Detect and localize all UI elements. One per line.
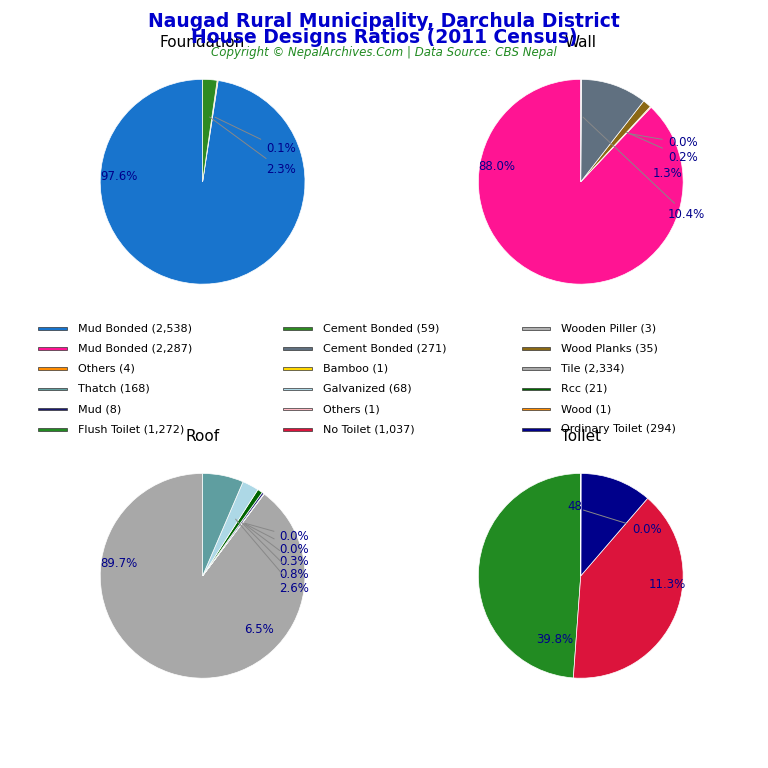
FancyBboxPatch shape xyxy=(283,347,312,349)
Wedge shape xyxy=(581,101,650,182)
Wedge shape xyxy=(581,79,644,182)
FancyBboxPatch shape xyxy=(283,408,312,410)
Text: 0.0%: 0.0% xyxy=(584,510,661,536)
Text: Cement Bonded (271): Cement Bonded (271) xyxy=(323,343,447,353)
Wedge shape xyxy=(581,473,647,576)
FancyBboxPatch shape xyxy=(38,347,67,349)
Text: Others (4): Others (4) xyxy=(78,364,134,374)
FancyBboxPatch shape xyxy=(283,367,312,370)
Wedge shape xyxy=(100,473,305,678)
Title: Roof: Roof xyxy=(186,429,220,444)
Wedge shape xyxy=(100,79,305,284)
FancyBboxPatch shape xyxy=(283,428,312,431)
Text: 89.7%: 89.7% xyxy=(100,557,137,570)
FancyBboxPatch shape xyxy=(521,367,550,370)
Text: 2.6%: 2.6% xyxy=(236,519,310,594)
Text: Tile (2,334): Tile (2,334) xyxy=(561,364,625,374)
Text: 0.2%: 0.2% xyxy=(627,132,697,164)
Text: Flush Toilet (1,272): Flush Toilet (1,272) xyxy=(78,424,184,434)
Text: 0.8%: 0.8% xyxy=(242,523,309,581)
Wedge shape xyxy=(478,79,684,284)
Text: House Designs Ratios (2011 Census): House Designs Ratios (2011 Census) xyxy=(190,28,578,48)
FancyBboxPatch shape xyxy=(38,408,67,410)
Wedge shape xyxy=(574,498,684,678)
Text: 6.5%: 6.5% xyxy=(244,623,274,636)
Text: 0.0%: 0.0% xyxy=(245,523,309,544)
FancyBboxPatch shape xyxy=(38,388,67,390)
FancyBboxPatch shape xyxy=(38,327,67,329)
Text: Ordinary Toilet (294): Ordinary Toilet (294) xyxy=(561,424,676,434)
FancyBboxPatch shape xyxy=(521,347,550,349)
Text: 1.3%: 1.3% xyxy=(653,167,683,180)
FancyBboxPatch shape xyxy=(283,388,312,390)
Text: Wood Planks (35): Wood Planks (35) xyxy=(561,343,658,353)
Text: 48.9%: 48.9% xyxy=(568,500,604,513)
Text: Mud Bonded (2,538): Mud Bonded (2,538) xyxy=(78,323,192,333)
FancyBboxPatch shape xyxy=(521,408,550,410)
Wedge shape xyxy=(203,482,258,576)
Text: Copyright © NepalArchives.Com | Data Source: CBS Nepal: Copyright © NepalArchives.Com | Data Sou… xyxy=(211,46,557,59)
Wedge shape xyxy=(203,494,264,576)
Title: Wall: Wall xyxy=(564,35,597,50)
Text: Cement Bonded (59): Cement Bonded (59) xyxy=(323,323,439,333)
Text: Mud Bonded (2,287): Mud Bonded (2,287) xyxy=(78,343,192,353)
Wedge shape xyxy=(203,473,243,576)
FancyBboxPatch shape xyxy=(521,388,550,390)
Text: Naugad Rural Municipality, Darchula District: Naugad Rural Municipality, Darchula Dist… xyxy=(148,12,620,31)
Text: Wooden Piller (3): Wooden Piller (3) xyxy=(561,323,657,333)
Text: 10.4%: 10.4% xyxy=(583,117,705,221)
Text: 0.1%: 0.1% xyxy=(215,118,296,155)
Text: 0.0%: 0.0% xyxy=(629,134,697,149)
FancyBboxPatch shape xyxy=(38,367,67,370)
Text: Rcc (21): Rcc (21) xyxy=(561,384,607,394)
Wedge shape xyxy=(203,494,264,576)
Wedge shape xyxy=(478,473,581,678)
Text: Mud (8): Mud (8) xyxy=(78,404,121,414)
Wedge shape xyxy=(203,492,263,576)
Text: 88.0%: 88.0% xyxy=(478,160,515,173)
Text: 0.0%: 0.0% xyxy=(245,524,309,556)
Text: 97.6%: 97.6% xyxy=(100,170,137,183)
Wedge shape xyxy=(203,490,262,576)
FancyBboxPatch shape xyxy=(283,327,312,329)
Wedge shape xyxy=(203,81,218,182)
Text: No Toilet (1,037): No Toilet (1,037) xyxy=(323,424,415,434)
FancyBboxPatch shape xyxy=(521,327,550,329)
Text: Thatch (168): Thatch (168) xyxy=(78,384,150,394)
Wedge shape xyxy=(203,79,217,182)
Text: 11.3%: 11.3% xyxy=(649,578,687,591)
Title: Foundation: Foundation xyxy=(160,35,245,50)
Text: Others (1): Others (1) xyxy=(323,404,380,414)
Text: Bamboo (1): Bamboo (1) xyxy=(323,364,388,374)
Text: 0.3%: 0.3% xyxy=(244,524,309,568)
Text: 2.3%: 2.3% xyxy=(210,117,296,176)
Title: Toilet: Toilet xyxy=(561,429,601,444)
Wedge shape xyxy=(581,107,651,182)
Text: Wood (1): Wood (1) xyxy=(561,404,611,414)
FancyBboxPatch shape xyxy=(521,428,550,431)
Text: 39.8%: 39.8% xyxy=(537,633,574,646)
Text: Galvanized (68): Galvanized (68) xyxy=(323,384,412,394)
FancyBboxPatch shape xyxy=(38,428,67,431)
